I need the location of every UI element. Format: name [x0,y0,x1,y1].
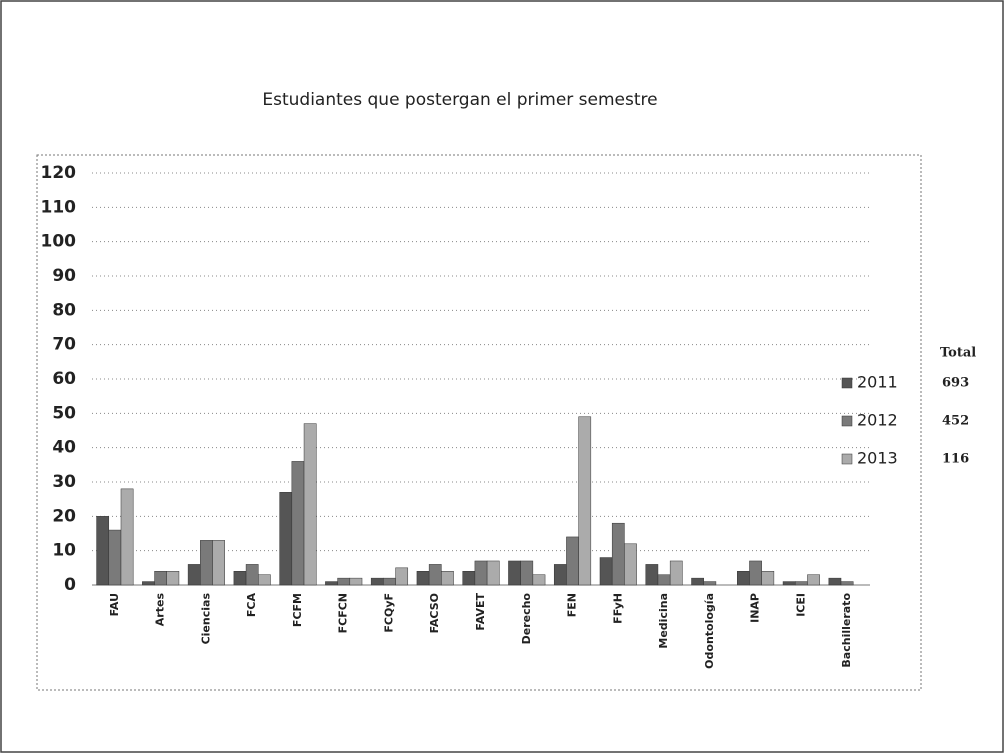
y-tick-label: 120 [41,163,77,183]
bar [737,571,750,586]
x-tick-label: Artes [154,593,167,627]
x-tick-label: FEN [566,593,579,617]
x-tick-label: Ciencias [199,593,212,645]
bar [279,492,293,586]
bar [807,574,820,586]
x-tick-label: FCFM [291,593,304,627]
y-tick-label: 80 [52,300,76,320]
x-tick-label: INAP [749,593,762,623]
bar [782,581,796,586]
bar [120,488,134,586]
x-tick-label: Bachillerato [840,593,853,668]
bar [291,461,305,586]
legend-total: 693 [942,376,969,391]
legend-swatch [841,415,853,427]
y-tick-label: 40 [52,438,76,458]
chart-frame [36,154,922,691]
legend-total-header: Total [940,346,976,361]
bar [166,571,180,586]
bar [245,564,259,586]
y-tick-label: 100 [41,232,77,252]
bar [669,560,683,586]
bar [142,581,155,586]
bar [749,560,762,586]
x-tick-label: FFyH [611,593,624,624]
x-tick-label: FCFCN [337,593,350,633]
bar [187,564,201,586]
x-tick-label: Odontología [703,593,716,669]
bar [578,416,592,586]
y-tick-label: 70 [52,335,76,355]
bar [395,567,409,586]
bar [233,571,247,586]
x-tick-label: FCA [245,593,258,618]
bar [532,574,546,586]
bar [108,529,122,586]
bar [325,581,338,586]
y-tick-label: 20 [52,506,76,526]
bar [337,577,351,586]
legend-swatch [841,377,853,389]
y-tick-label: 110 [41,197,77,217]
bar [566,536,579,586]
bar [761,571,775,586]
x-tick-label: FACSO [428,593,441,633]
bar [508,560,521,586]
bar [383,577,396,586]
bar [416,571,430,586]
bar [624,543,637,586]
bar [462,571,476,586]
y-tick-label: 30 [52,472,76,492]
bar [212,540,225,586]
y-tick-label: 50 [52,403,76,423]
y-tick-label: 90 [52,266,76,286]
bar [486,560,500,586]
y-tick-label: 60 [52,369,76,389]
x-tick-label: FAVET [474,593,487,631]
bar [611,522,625,586]
bar [657,574,671,586]
bar [553,564,567,586]
bar [691,577,704,586]
bar [703,581,717,586]
bar [795,581,808,586]
bar [441,571,454,586]
chart-title: Estudiantes que postergan el primer seme… [262,90,657,110]
bar [154,571,167,586]
y-tick-label: 0 [64,575,76,595]
x-tick-label: FAU [108,593,121,616]
bar [258,574,271,586]
legend-total: 116 [942,452,969,467]
bar [840,581,854,586]
bar [520,560,534,586]
x-tick-label: Derecho [520,593,533,645]
x-tick-label: Medicina [657,593,670,649]
bar [828,577,842,586]
bar [474,560,488,586]
x-tick-label: ICEI [794,593,807,617]
x-tick-label: FCQyF [382,593,395,633]
bar [200,540,213,586]
y-tick-label: 10 [52,541,76,561]
bar [645,564,659,586]
bar [599,557,613,586]
legend-label: 2011 [857,373,898,392]
bar [370,577,384,586]
legend-label: 2013 [857,449,898,468]
bar [349,577,363,586]
legend-swatch [841,453,853,465]
legend-total: 452 [942,414,969,429]
bar [428,564,442,586]
bar [96,516,110,586]
bar [303,423,317,586]
legend-label: 2012 [857,411,898,430]
